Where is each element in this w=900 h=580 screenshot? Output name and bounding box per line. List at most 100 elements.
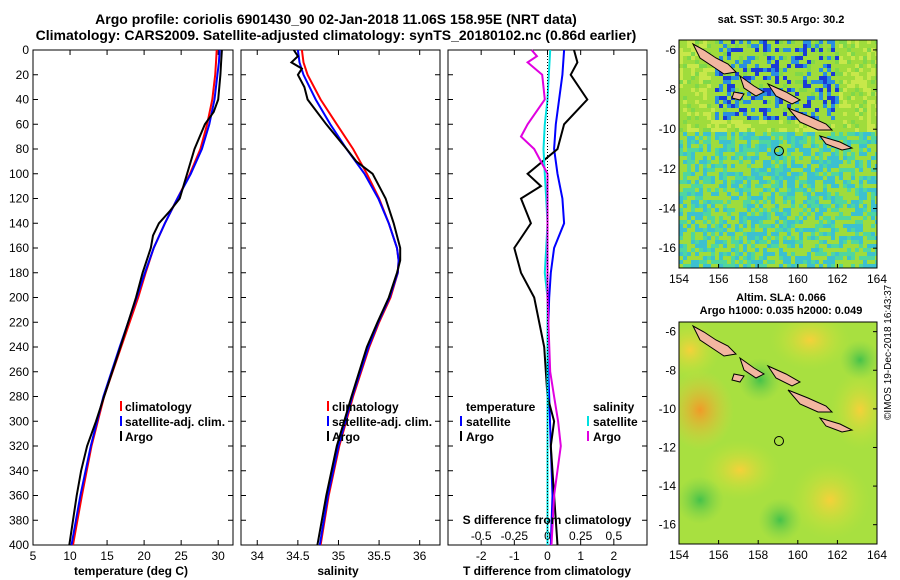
sst-cell [839, 196, 843, 200]
temperature-plot-frame [32, 49, 234, 546]
sst-cell [739, 100, 743, 104]
sst-cell [719, 228, 723, 232]
map-y-tick-label: -16 [659, 518, 677, 532]
sst-cell [747, 260, 751, 264]
sst-cell [875, 168, 877, 172]
sst-cell [779, 120, 783, 124]
sst-cell [735, 104, 739, 108]
sst-cell [727, 148, 731, 152]
sst-cell [703, 76, 707, 80]
sst-cell [743, 68, 747, 72]
sst-cell [775, 212, 779, 216]
sst-cell [787, 260, 791, 264]
sst-cell [703, 180, 707, 184]
sst-cell [835, 256, 839, 260]
sst-cell [851, 156, 855, 160]
sst-cell [831, 160, 835, 164]
sst-cell [695, 240, 699, 244]
sst-cell [799, 228, 803, 232]
sst-cell [799, 220, 803, 224]
sst-cell [699, 76, 703, 80]
sst-cell [799, 124, 803, 128]
sst-cell [727, 72, 731, 76]
sst-cell [695, 244, 699, 248]
sst-cell [683, 108, 687, 112]
sst-cell [811, 228, 815, 232]
salinity-legend: climatology satellite-adj. clim. Argo [327, 400, 432, 444]
sst-cell [819, 160, 823, 164]
sst-cell [763, 100, 767, 104]
sst-cell [683, 52, 687, 56]
sst-cell [711, 164, 715, 168]
sst-cell [687, 116, 691, 120]
sst-cell [775, 68, 779, 72]
sst-cell [791, 188, 795, 192]
sst-cell [735, 248, 739, 252]
sst-cell [695, 228, 699, 232]
sst-cell [855, 160, 859, 164]
sst-cell [699, 188, 703, 192]
sst-cell [875, 212, 877, 216]
sst-cell [683, 176, 687, 180]
sst-cell [867, 252, 871, 256]
sst-cell [715, 192, 719, 196]
sst-cell [751, 56, 755, 60]
sst-cell [791, 140, 795, 144]
sst-cell [871, 236, 875, 240]
sst-cell [827, 64, 831, 68]
sst-cell [755, 44, 759, 48]
sst-cell [739, 236, 743, 240]
sst-cell [707, 104, 711, 108]
sst-cell [799, 204, 803, 208]
sst-cell [695, 204, 699, 208]
sst-cell [803, 188, 807, 192]
sst-cell [835, 228, 839, 232]
sst-cell [835, 152, 839, 156]
sst-cell [703, 160, 707, 164]
y-tick-label: 380 [9, 513, 29, 527]
sst-cell [691, 72, 695, 76]
sst-cell [839, 44, 843, 48]
sst-cell [683, 172, 687, 176]
sst-cell [703, 256, 707, 260]
sst-cell [819, 208, 823, 212]
sst-cell [835, 60, 839, 64]
sst-cell [699, 72, 703, 76]
sst-cell [847, 60, 851, 64]
sst-cell [855, 104, 859, 108]
sst-cell [711, 232, 715, 236]
sst-cell [695, 180, 699, 184]
sst-cell [831, 200, 835, 204]
sst-cell [739, 48, 743, 52]
sst-cell [839, 60, 843, 64]
sst-cell [787, 240, 791, 244]
sst-cell [775, 100, 779, 104]
y-tick-label: 80 [16, 142, 30, 156]
sst-cell [687, 52, 691, 56]
sst-cell [691, 140, 695, 144]
sst-cell [715, 112, 719, 116]
sst-cell [775, 184, 779, 188]
sst-cell [795, 240, 799, 244]
sst-cell [787, 116, 791, 120]
sst-cell [851, 120, 855, 124]
sst-cell [815, 168, 819, 172]
sst-cell [787, 244, 791, 248]
sst-cell [735, 188, 739, 192]
sst-cell [711, 204, 715, 208]
imos-timestamp: ©IMOS 19-Dec-2018 16:43:37 [883, 284, 894, 420]
map-x-tick-label: 162 [827, 272, 847, 286]
sst-cell [791, 244, 795, 248]
sst-cell [695, 100, 699, 104]
sst-cell [723, 208, 727, 212]
sst-cell [703, 96, 707, 100]
sst-cell [727, 52, 731, 56]
sst-cell [719, 164, 723, 168]
y-tick-label: 160 [9, 241, 29, 255]
sst-cell [859, 240, 863, 244]
temperature-panel: 0204060801001201401601802002202402602803… [9, 43, 234, 578]
sst-cell [807, 132, 811, 136]
sst-cell [807, 204, 811, 208]
sst-cell [711, 248, 715, 252]
sst-cell [775, 48, 779, 52]
